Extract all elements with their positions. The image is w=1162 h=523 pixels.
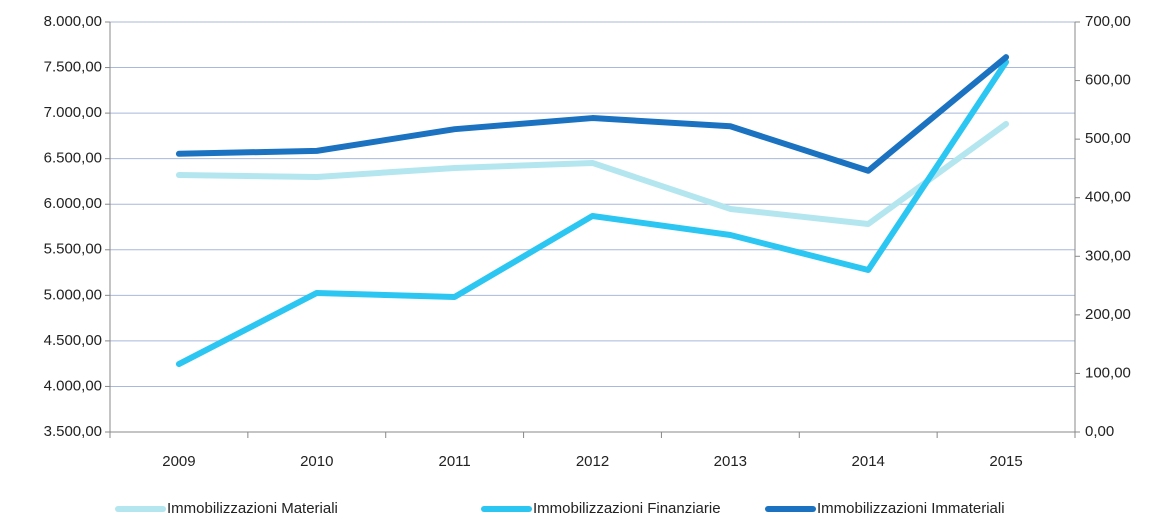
y2-tick-label: 300,00 [1085,247,1131,264]
y-tick-label: 7.500,00 [44,59,102,76]
y-tick-label: 6.000,00 [44,195,102,212]
y-tick-label: 5.000,00 [44,286,102,303]
x-tick-label: 2012 [576,453,609,470]
y-tick-label: 4.000,00 [44,377,102,394]
x-tick-label: 2013 [714,453,747,470]
x-tick-label: 2010 [300,453,333,470]
y-tick-label: 5.500,00 [44,241,102,258]
y-tick-label: 8.000,00 [44,13,102,30]
legend-label: Immobilizzazioni Materiali [167,500,338,517]
y-tick-label: 7.000,00 [44,104,102,121]
y-tick-label: 4.500,00 [44,332,102,349]
y2-tick-label: 0,00 [1085,423,1114,440]
y2-tick-label: 500,00 [1085,130,1131,147]
y2-tick-label: 100,00 [1085,364,1131,381]
x-tick-label: 2011 [439,453,471,470]
y-tick-label: 6.500,00 [44,150,102,167]
y2-tick-label: 400,00 [1085,189,1131,206]
line [175,54,1010,174]
y2-tick-label: 200,00 [1085,306,1131,323]
y-tick-label: 3.500,00 [44,423,102,440]
x-tick-label: 2009 [162,453,195,470]
y2-tick-label: 700,00 [1085,13,1131,30]
line [175,58,1010,368]
y2-tick-label: 600,00 [1085,72,1131,89]
legend-label: Immobilizzazioni Finanziarie [533,500,721,517]
legend-label: Immobilizzazioni Immateriali [817,500,1005,517]
x-tick-label: 2015 [989,453,1022,470]
x-tick-label: 2014 [852,453,885,470]
line [175,120,1010,227]
